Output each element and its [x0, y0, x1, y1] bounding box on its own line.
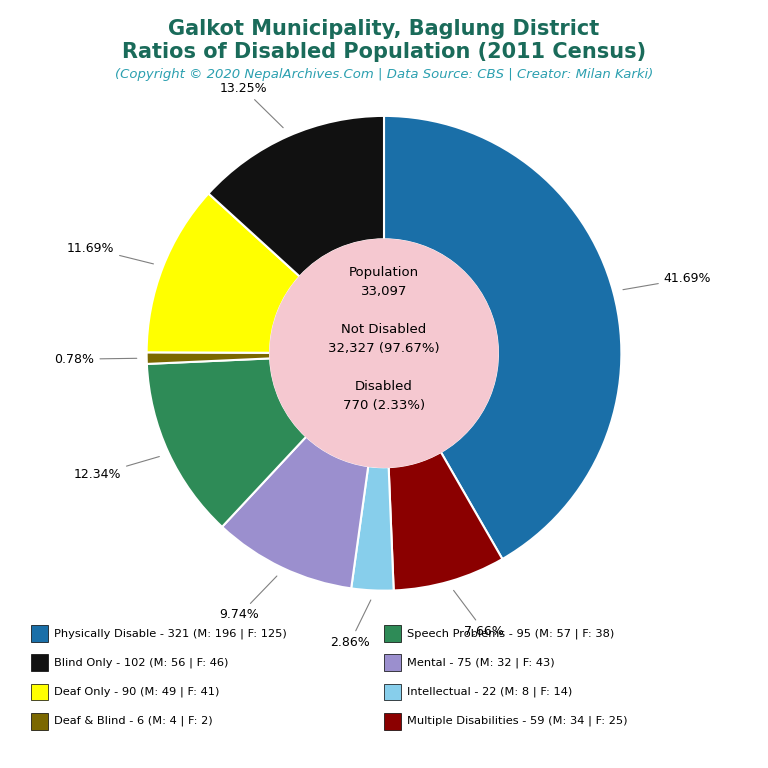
Text: Physically Disable - 321 (M: 196 | F: 125): Physically Disable - 321 (M: 196 | F: 12…: [54, 628, 286, 639]
Text: 12.34%: 12.34%: [74, 456, 159, 482]
Wedge shape: [351, 466, 394, 591]
Wedge shape: [384, 116, 621, 559]
Wedge shape: [147, 194, 300, 353]
Text: 13.25%: 13.25%: [220, 82, 283, 127]
Wedge shape: [208, 116, 384, 276]
Text: Speech Problems - 95 (M: 57 | F: 38): Speech Problems - 95 (M: 57 | F: 38): [407, 628, 614, 639]
Wedge shape: [147, 353, 270, 364]
Text: 9.74%: 9.74%: [220, 576, 277, 621]
Text: 41.69%: 41.69%: [623, 272, 711, 290]
Text: Ratios of Disabled Population (2011 Census): Ratios of Disabled Population (2011 Cens…: [122, 42, 646, 62]
Text: Multiple Disabilities - 59 (M: 34 | F: 25): Multiple Disabilities - 59 (M: 34 | F: 2…: [407, 716, 627, 727]
Wedge shape: [389, 452, 502, 591]
Text: 0.78%: 0.78%: [55, 353, 137, 366]
Text: Deaf Only - 90 (M: 49 | F: 41): Deaf Only - 90 (M: 49 | F: 41): [54, 687, 219, 697]
Text: Deaf & Blind - 6 (M: 4 | F: 2): Deaf & Blind - 6 (M: 4 | F: 2): [54, 716, 213, 727]
Text: 11.69%: 11.69%: [67, 242, 154, 264]
Text: 7.66%: 7.66%: [454, 591, 505, 638]
Text: Intellectual - 22 (M: 8 | F: 14): Intellectual - 22 (M: 8 | F: 14): [407, 687, 572, 697]
Wedge shape: [222, 436, 368, 588]
Text: (Copyright © 2020 NepalArchives.Com | Data Source: CBS | Creator: Milan Karki): (Copyright © 2020 NepalArchives.Com | Da…: [115, 68, 653, 81]
Text: Population
33,097

Not Disabled
32,327 (97.67%)

Disabled
770 (2.33%): Population 33,097 Not Disabled 32,327 (9…: [328, 266, 440, 412]
Text: Blind Only - 102 (M: 56 | F: 46): Blind Only - 102 (M: 56 | F: 46): [54, 657, 228, 668]
Wedge shape: [147, 359, 306, 527]
Circle shape: [270, 240, 498, 467]
Text: Galkot Municipality, Baglung District: Galkot Municipality, Baglung District: [168, 19, 600, 39]
Text: Mental - 75 (M: 32 | F: 43): Mental - 75 (M: 32 | F: 43): [407, 657, 554, 668]
Text: 2.86%: 2.86%: [330, 600, 371, 649]
